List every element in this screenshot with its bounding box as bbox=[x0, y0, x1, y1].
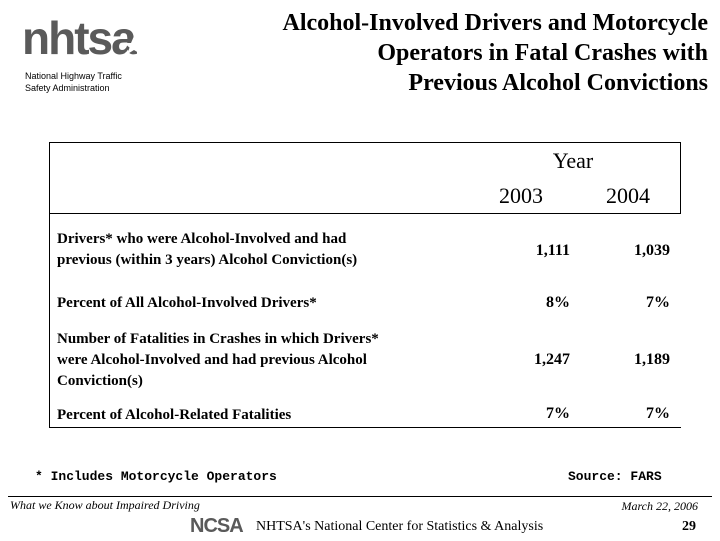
row-label-fatalities: Number of Fatalities in Crashes in which… bbox=[57, 331, 379, 389]
row-label-percent-fatalities: Percent of Alcohol-Related Fatalities bbox=[57, 407, 292, 423]
logo-star-icon bbox=[124, 36, 144, 54]
slide-date: March 22, 2006 bbox=[621, 499, 698, 513]
nhtsa-logo-text: nhtsa bbox=[22, 12, 137, 64]
series-title: What we Know about Impaired Driving bbox=[10, 498, 200, 512]
footnote: * Includes Motorcycle Operators bbox=[35, 469, 277, 484]
title-line-2: Operators in Fatal Crashes with bbox=[377, 40, 708, 66]
agency-name: National Highway Traffic Safety Administ… bbox=[25, 70, 155, 94]
footer-divider bbox=[8, 496, 712, 497]
table-header-box bbox=[49, 142, 681, 214]
column-header-2004: 2004 bbox=[606, 183, 650, 208]
agency-line-1: National Highway Traffic bbox=[25, 71, 122, 81]
center-name: NHTSA's National Center for Statistics &… bbox=[256, 519, 544, 534]
cell-drivers-2003: 1,111 bbox=[535, 242, 570, 259]
ncsa-logo: NCSA bbox=[190, 514, 252, 537]
year-group-header: Year bbox=[552, 148, 594, 173]
column-header-2003: 2003 bbox=[499, 183, 543, 208]
title-line-3: Previous Alcohol Convictions bbox=[408, 70, 708, 96]
row-label-percent-drivers: Percent of All Alcohol-Involved Drivers* bbox=[57, 295, 317, 311]
slide-title: Alcohol-Involved Drivers and Motorcycle … bbox=[228, 8, 709, 98]
table-body-box bbox=[49, 214, 681, 428]
row-label-drivers-with-convictions: Drivers* who were Alcohol-Involved and h… bbox=[57, 231, 358, 268]
cell-fatalities-2003: 1,247 bbox=[534, 351, 570, 368]
title-line-1: Alcohol-Involved Drivers and Motorcycle bbox=[282, 10, 709, 36]
cell-percent-drivers-2004: 7% bbox=[646, 294, 670, 311]
nhtsa-logo: nhtsa bbox=[22, 10, 152, 70]
cell-percent-fatalities-2003: 7% bbox=[546, 405, 570, 422]
ncsa-logo-text: NCSA bbox=[190, 515, 243, 536]
cell-percent-drivers-2003: 8% bbox=[546, 294, 570, 311]
cell-fatalities-2004: 1,189 bbox=[634, 351, 670, 368]
source-note: Source: FARS bbox=[568, 469, 662, 484]
cell-percent-fatalities-2004: 7% bbox=[646, 405, 670, 422]
cell-drivers-2004: 1,039 bbox=[634, 242, 670, 259]
agency-line-2: Safety Administration bbox=[25, 83, 110, 93]
page-number: 29 bbox=[682, 519, 696, 534]
